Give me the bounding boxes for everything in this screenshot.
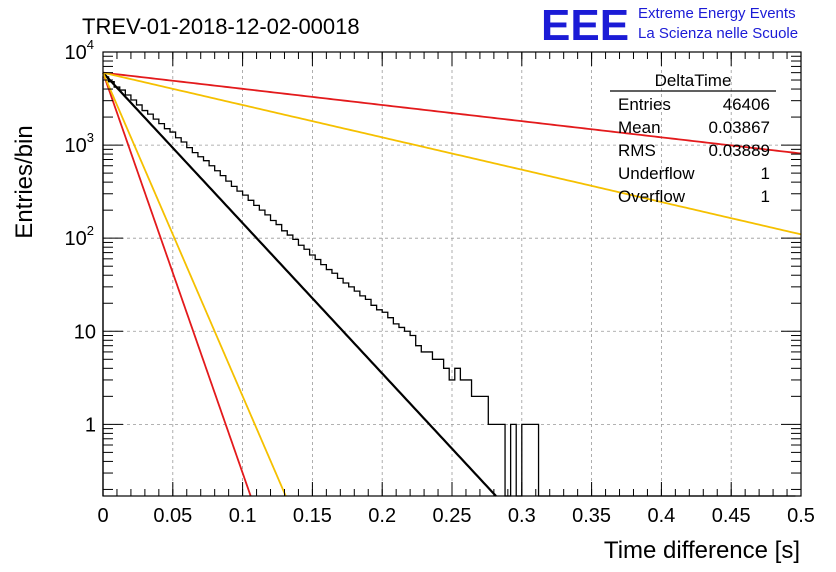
stats-rows: Entries 46406 Mean 0.03867 RMS 0.03889 Underfl… <box>618 95 770 206</box>
y-tick-label: 10 <box>74 321 96 343</box>
histogram <box>102 76 796 497</box>
y-tick-labels: 1 10 102 103 104 <box>65 37 96 436</box>
curve-2 <box>102 71 802 236</box>
brand-line-2: La Scienza nelle Scuole <box>638 25 798 42</box>
chart-title: TREV-01-2018-12-02-00018 <box>82 14 360 39</box>
x-tick-label: 0 <box>97 505 108 527</box>
axis-ticks <box>102 51 802 496</box>
histogram-steps <box>102 76 796 497</box>
x-tick-label: 0.15 <box>293 505 332 527</box>
x-tick-label: 0.5 <box>787 505 815 527</box>
stats-label: Mean <box>618 118 661 137</box>
x-tick-label: 0.45 <box>712 505 751 527</box>
curve-1 <box>102 71 802 155</box>
stats-value: 46406 <box>723 95 770 114</box>
y-tick-label: 1 <box>85 414 96 436</box>
y-tick-label: 102 <box>65 223 94 250</box>
x-axis-title: Time difference [s] <box>604 537 800 564</box>
x-tick-labels: 0 0.05 0.1 0.15 0.2 0.25 0.3 0.35 0.4 0.45 0.5 <box>97 505 814 527</box>
stats-value: 1 <box>761 187 770 206</box>
x-tick-label: 0.4 <box>647 505 675 527</box>
grid <box>103 52 801 496</box>
x-tick-label: 0.1 <box>229 505 257 527</box>
curve-0 <box>102 71 497 497</box>
x-tick-label: 0.25 <box>433 505 472 527</box>
stats-box-title: DeltaTime <box>655 71 732 90</box>
brand-line-1: Extreme Energy Events <box>638 5 796 22</box>
stats-value: 0.03867 <box>709 118 770 137</box>
curve-4 <box>102 72 287 497</box>
fit-curves <box>102 71 802 497</box>
y-tick-label: 104 <box>65 37 94 64</box>
y-tick-label: 103 <box>65 130 94 157</box>
stats-label: Overflow <box>618 187 686 206</box>
stats-value: 0.03889 <box>709 141 770 160</box>
x-tick-label: 0.35 <box>572 505 611 527</box>
curve-3 <box>102 72 252 497</box>
stats-label: Entries <box>618 95 671 114</box>
x-tick-label: 0.05 <box>153 505 192 527</box>
stats-label: RMS <box>618 141 656 160</box>
stats-box: DeltaTime Entries 46406 Mean 0.03867 RMS 0.03… <box>610 71 776 206</box>
x-tick-label: 0.2 <box>368 505 396 527</box>
y-axis-title: Entries/bin <box>11 125 38 238</box>
stats-value: 1 <box>761 164 770 183</box>
x-tick-label: 0.3 <box>508 505 536 527</box>
stats-label: Underflow <box>618 164 695 183</box>
brand-logo: EEE <box>541 1 629 50</box>
